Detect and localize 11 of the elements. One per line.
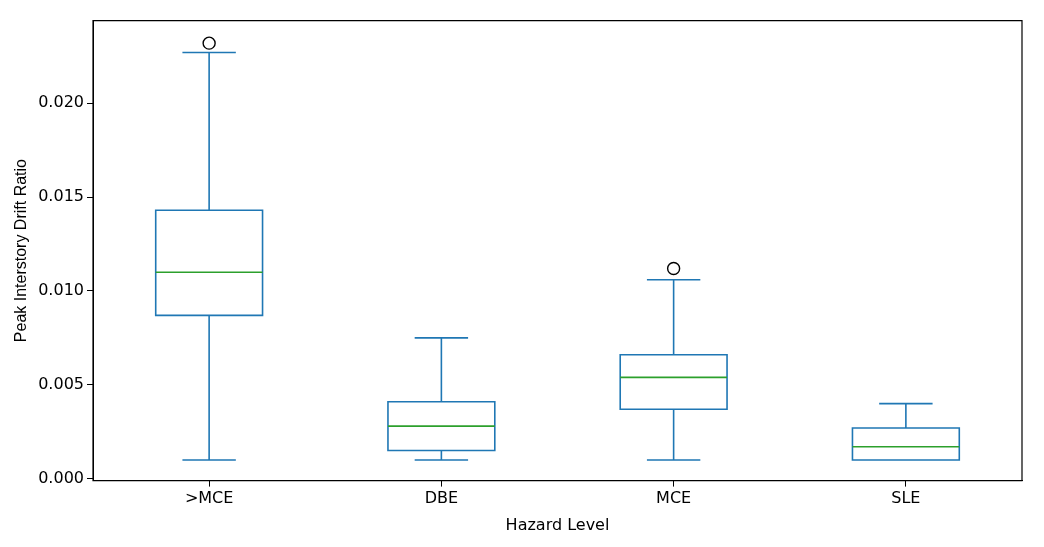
y-tick-label: 0.000: [38, 467, 84, 487]
x-tick-label: SLE: [891, 488, 921, 508]
y-tick-label: 0.010: [38, 280, 84, 300]
x-tick-label: MCE: [656, 488, 692, 508]
y-tick-label: 0.015: [38, 186, 84, 206]
y-tick-label: 0.020: [38, 92, 84, 112]
y-axis-title: Peak Interstory Drift Ratio: [12, 158, 30, 343]
x-tick-label: DBE: [424, 488, 459, 508]
y-tick-label: 0.005: [38, 374, 84, 393]
x-axis-title: Hazard Level: [505, 514, 610, 534]
x-tick-label: >MCE: [184, 488, 234, 508]
